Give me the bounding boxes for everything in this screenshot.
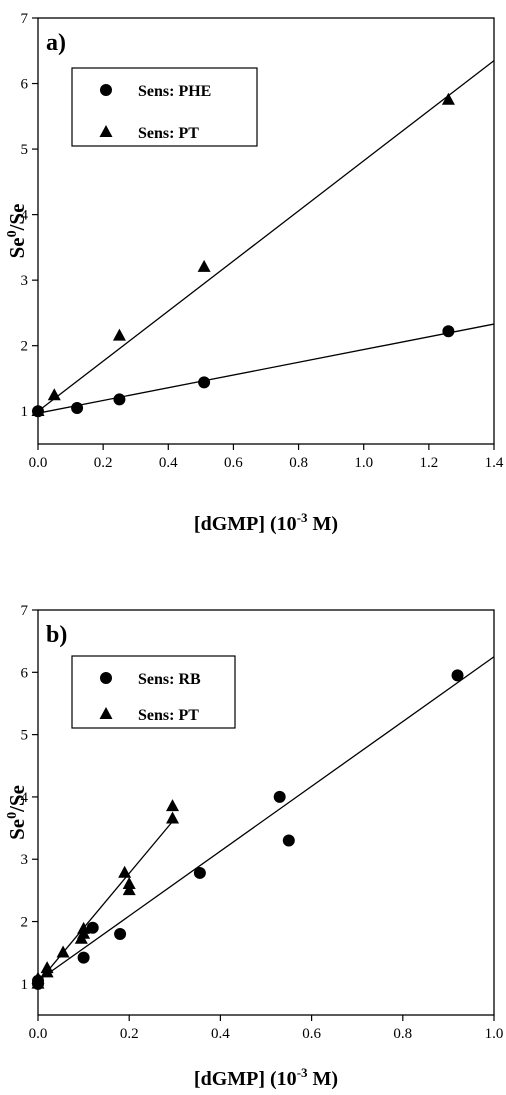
- legend-label: Sens: PHE: [138, 83, 211, 100]
- x-tick-label: 0.4: [159, 455, 178, 471]
- y-tick-label: 5: [21, 142, 29, 158]
- x-tick-label: 1.2: [419, 455, 438, 471]
- y-tick-label: 3: [21, 852, 29, 868]
- x-tick-label: 0.6: [224, 455, 243, 471]
- x-axis-label: [dGMP] (10-3 M): [194, 1065, 338, 1090]
- fit-line: [37, 323, 495, 414]
- series-2: [31, 60, 495, 417]
- fit-line: [37, 60, 495, 412]
- legend-label: Sens: PT: [138, 707, 199, 724]
- data-point: [71, 401, 84, 414]
- legend-box: [71, 655, 236, 729]
- series-1: [32, 323, 495, 418]
- legend: Sens: PHE Sens: PT: [71, 67, 258, 147]
- data-point: [113, 393, 126, 406]
- data-point: [282, 834, 295, 847]
- data-point: [166, 811, 180, 824]
- data-point: [122, 876, 136, 889]
- legend-marker: [99, 125, 113, 137]
- x-axis: 0.0 0.2 0.4 0.6 0.8 1.0 1.2 1.4: [29, 444, 504, 471]
- data-point: [442, 325, 455, 338]
- x-tick-label: 0.6: [302, 1026, 321, 1042]
- data-point: [118, 865, 132, 878]
- fit-line: [37, 656, 495, 982]
- x-tick-label: 0.4: [211, 1026, 230, 1042]
- x-tick-label: 1.0: [354, 455, 373, 471]
- chart-panel-1: 0.0 0.2 0.4 0.6 0.8 1.0 1.2 1.4 1 2 3 4 5 6 7 [dGMP] (1…: [5, 11, 504, 535]
- data-point: [441, 92, 455, 105]
- legend: Sens: RB Sens: PT: [71, 655, 236, 729]
- y-tick-label: 2: [21, 915, 29, 931]
- data-point: [193, 866, 206, 879]
- x-tick-label: 1.4: [485, 455, 504, 471]
- data-point: [31, 404, 45, 417]
- legend-marker: [100, 672, 112, 684]
- x-tick-label: 0.2: [94, 455, 113, 471]
- y-axis-label: Se0/Se: [5, 785, 29, 840]
- y-tick-label: 1: [21, 977, 29, 993]
- y-axis: 1 2 3 4 5 6 7: [21, 11, 38, 420]
- data-point: [114, 928, 127, 940]
- y-tick-label: 1: [21, 404, 29, 420]
- plot-frame: [37, 609, 495, 1016]
- fit-line: [37, 818, 176, 984]
- y-tick-label: 7: [21, 603, 29, 619]
- data-point: [86, 921, 99, 934]
- y-tick-label: 3: [21, 273, 29, 289]
- x-tick-label: 0.0: [29, 455, 48, 471]
- data-point: [77, 951, 90, 964]
- plot-frame: [37, 17, 495, 445]
- data-point: [122, 883, 136, 896]
- legend-label: Sens: PT: [138, 125, 199, 142]
- legend-marker: [100, 84, 112, 96]
- y-tick-label: 4: [21, 790, 29, 806]
- data-point: [77, 921, 91, 934]
- data-point: [31, 971, 45, 984]
- y-tick-label: 2: [21, 339, 29, 355]
- y-axis-label: Se0/Se: [5, 204, 29, 259]
- data-point: [40, 961, 54, 974]
- data-point: [56, 945, 70, 958]
- data-point: [451, 669, 464, 682]
- y-tick-label: 7: [21, 11, 29, 27]
- y-tick-label: 5: [21, 728, 29, 744]
- data-point: [47, 388, 61, 401]
- y-tick-label: 6: [21, 77, 29, 93]
- x-tick-label: 0.8: [393, 1026, 412, 1042]
- y-tick-label: 6: [21, 665, 29, 681]
- legend-marker: [99, 707, 113, 719]
- x-tick-label: 0.8: [289, 455, 308, 471]
- y-axis: 1 2 3 4 5 6 7: [21, 603, 38, 993]
- x-tick-label: 1.0: [485, 1026, 504, 1042]
- data-point: [112, 328, 126, 341]
- data-point: [198, 376, 211, 389]
- panel-label: a): [46, 30, 66, 56]
- x-axis: 0.0 0.2 0.4 0.6 0.8 1.0: [29, 1015, 504, 1042]
- y-tick-label: 4: [21, 208, 29, 224]
- x-tick-label: 0.0: [29, 1026, 48, 1042]
- x-axis-label: [dGMP] (10-3 M): [194, 510, 338, 535]
- legend-label: Sens: RB: [138, 671, 201, 688]
- data-point: [197, 259, 211, 272]
- data-point: [166, 799, 180, 812]
- panel-label: b): [46, 622, 67, 648]
- series-2: [31, 799, 180, 989]
- x-tick-label: 0.2: [120, 1026, 139, 1042]
- data-point: [273, 790, 286, 803]
- chart-panel-2: 0.0 0.2 0.4 0.6 0.8 1.0 1 2 3 4 5 6 7 [dGMP] (10-3 M)…: [5, 603, 503, 1090]
